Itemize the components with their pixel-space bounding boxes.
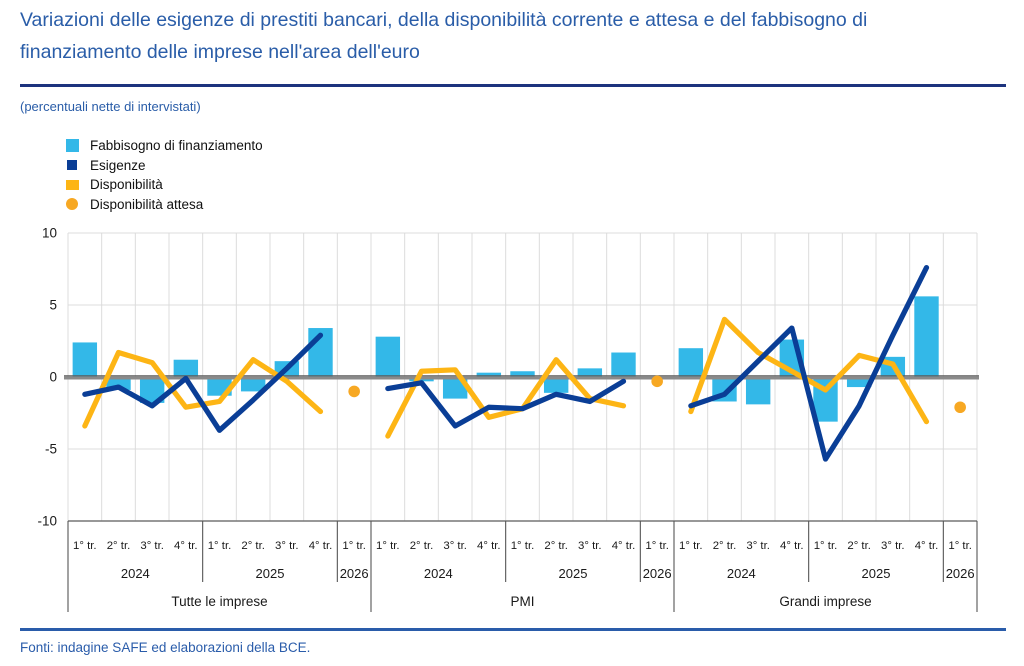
disponibilita-attesa-dot bbox=[651, 375, 663, 388]
y-tick-label: 10 bbox=[42, 226, 57, 241]
esigenze-line bbox=[82, 332, 324, 433]
group-label: PMI bbox=[510, 594, 534, 609]
y-tick-label: 5 bbox=[49, 298, 57, 313]
bar-fabbisogno bbox=[476, 372, 502, 377]
quarter-label: 4° tr. bbox=[780, 540, 804, 552]
quarter-label: 3° tr. bbox=[275, 540, 299, 552]
chart-canvas: 10 5 0 -5 -10 1° tr. 2° tr. 3° tr. 4° tr. 1° tr. 2… bbox=[0, 226, 1024, 618]
quarter-label: 1° tr. bbox=[73, 540, 97, 552]
quarter-label: 4° tr. bbox=[309, 540, 333, 552]
footer-rule bbox=[20, 628, 1006, 631]
bar-fabbisogno bbox=[611, 352, 636, 377]
legend-item-1: Esigenze bbox=[66, 156, 263, 176]
quarter-label: 4° tr. bbox=[612, 540, 636, 552]
bar-fabbisogno bbox=[678, 348, 704, 377]
legend-label: Esigenze bbox=[90, 157, 146, 173]
bar-fabbisogno bbox=[846, 377, 872, 388]
legend-item-3: Disponibilità attesa bbox=[66, 195, 263, 215]
y-tick-label: 0 bbox=[49, 370, 57, 385]
legend-swatch-icon bbox=[66, 139, 79, 153]
legend-swatch-icon bbox=[66, 198, 78, 211]
quarter-label: 1° tr. bbox=[511, 540, 535, 552]
quarter-label: 4° tr. bbox=[915, 540, 939, 552]
quarter-label: 4° tr. bbox=[174, 540, 198, 552]
quarter-label: 1° tr. bbox=[814, 540, 838, 552]
legend-swatch-icon bbox=[67, 160, 77, 171]
legend-item-0: Fabbisogno di finanziamento bbox=[66, 136, 263, 156]
chart-subtitle: (percentuali nette di intervistati) bbox=[20, 99, 201, 114]
bar-fabbisogno bbox=[173, 359, 199, 377]
quarter-label: 1° tr. bbox=[948, 540, 972, 552]
bar-fabbisogno bbox=[577, 368, 603, 377]
legend: Fabbisogno di finanziamento Esigenze Dispo… bbox=[66, 136, 263, 214]
year-label: 2026 bbox=[340, 566, 369, 581]
legend-label: Fabbisogno di finanziamento bbox=[90, 138, 263, 154]
group-label: Grandi imprese bbox=[779, 594, 871, 609]
quarter-label: 1° tr. bbox=[645, 540, 669, 552]
year-label: 2025 bbox=[256, 566, 285, 581]
quarter-label: 3° tr. bbox=[443, 540, 467, 552]
chart-svg: 10 5 0 -5 -10 1° tr. 2° tr. 3° tr. 4° tr. 1° tr. 2… bbox=[37, 226, 979, 612]
quarter-label: 1° tr. bbox=[342, 540, 366, 552]
esigenze-line bbox=[385, 378, 627, 429]
quarter-label: 1° tr. bbox=[679, 540, 703, 552]
source-note: Fonti: indagine SAFE ed elaborazioni del… bbox=[20, 640, 311, 655]
quarter-label: 3° tr. bbox=[140, 540, 164, 552]
y-tick-label: -5 bbox=[45, 442, 57, 457]
chart-title: Variazioni delle esigenze di prestiti ba… bbox=[20, 9, 868, 63]
quarter-label: 2° tr. bbox=[544, 540, 568, 552]
quarter-label: 2° tr. bbox=[241, 540, 265, 552]
quarter-label: 1° tr. bbox=[208, 540, 232, 552]
year-label: 2024 bbox=[424, 566, 453, 581]
year-label: 2025 bbox=[559, 566, 588, 581]
group-label: Tutte le imprese bbox=[171, 594, 267, 609]
esigenze-line bbox=[688, 264, 930, 462]
quarter-label: 2° tr. bbox=[713, 540, 737, 552]
year-label: 2024 bbox=[727, 566, 756, 581]
quarter-label: 2° tr. bbox=[107, 540, 131, 552]
quarter-label: 4° tr. bbox=[477, 540, 501, 552]
disponibilita-line bbox=[385, 357, 627, 439]
year-label: 2025 bbox=[862, 566, 891, 581]
quarter-label: 2° tr. bbox=[410, 540, 434, 552]
quarter-label: 1° tr. bbox=[376, 540, 400, 552]
legend-swatch-icon bbox=[66, 179, 79, 190]
y-tick-label: -10 bbox=[37, 514, 57, 529]
bar-fabbisogno bbox=[543, 377, 569, 393]
bar-fabbisogno bbox=[240, 377, 266, 392]
title-rule bbox=[20, 84, 1006, 87]
disponibilita-attesa-dot bbox=[348, 385, 360, 398]
bar-fabbisogno bbox=[745, 377, 771, 405]
quarter-label: 3° tr. bbox=[578, 540, 602, 552]
quarter-label: 3° tr. bbox=[746, 540, 770, 552]
legend-label: Disponibilità bbox=[90, 177, 163, 193]
legend-item-2: Disponibilità bbox=[66, 175, 263, 195]
year-label: 2024 bbox=[121, 566, 150, 581]
year-label: 2026 bbox=[643, 566, 672, 581]
bar-fabbisogno bbox=[375, 336, 401, 377]
quarter-label: 3° tr. bbox=[881, 540, 905, 552]
bar-fabbisogno bbox=[72, 342, 98, 377]
year-label: 2026 bbox=[946, 566, 975, 581]
bar-fabbisogno bbox=[914, 296, 939, 377]
disponibilita-attesa-dot bbox=[954, 401, 966, 414]
disponibilita-line bbox=[688, 316, 930, 425]
legend-label: Disponibilità attesa bbox=[90, 196, 204, 212]
bar-fabbisogno bbox=[510, 371, 535, 377]
quarter-label: 2° tr. bbox=[847, 540, 871, 552]
